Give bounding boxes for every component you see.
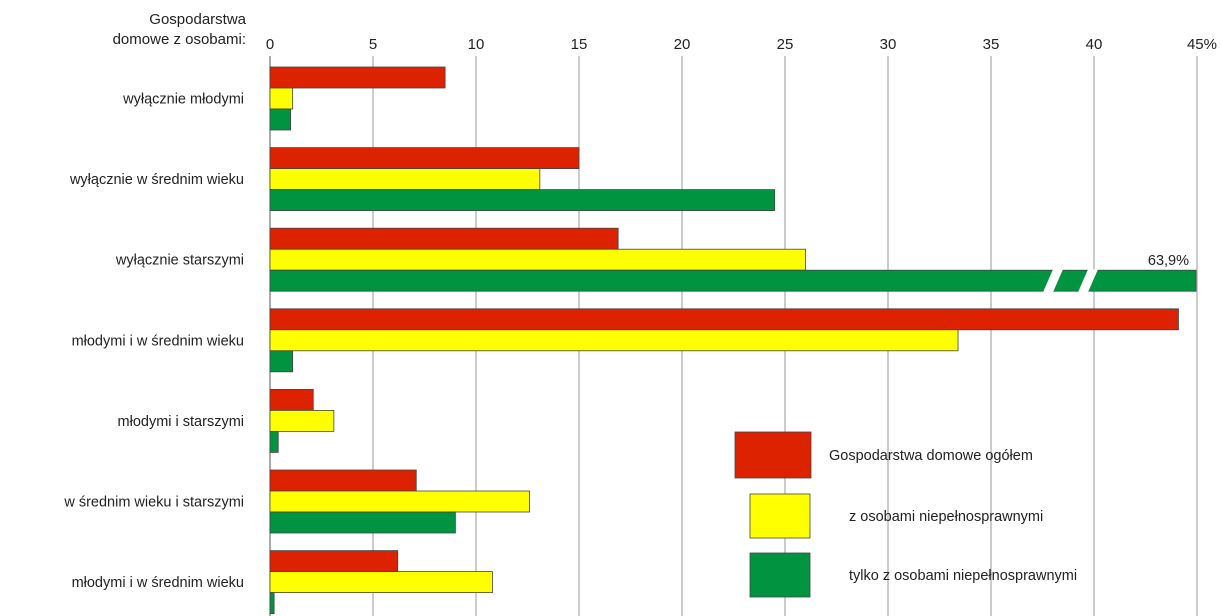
legend-label: tylko z osobami niepełnosprawnymi [849,568,1077,584]
axis-title-line: Gospodarstwa [149,11,246,28]
data-label: 63,9% [1148,253,1189,269]
category-label: młodymi i w średnim wieku [72,333,244,349]
bar [269,66,446,89]
bars [269,66,1197,614]
legend-swatch [734,431,812,479]
axis-title-line: domowe z osobami: [113,31,246,48]
bar [269,409,335,432]
legend-label: z osobami niepełnosprawnymi [849,509,1043,525]
bar [269,87,294,110]
bar [269,248,806,271]
bar-break [1043,269,1063,293]
legend-swatch [749,493,811,539]
bar [269,571,493,593]
category-labels: wyłącznie młodymi wyłącznie w średnim wie… [63,92,244,592]
x-tick-label: 35 [983,36,1000,53]
legend: Gospodarstwa domowe ogółem z osobami niep… [734,431,1077,598]
bar [269,469,417,492]
bar [269,168,541,191]
bar [269,550,399,572]
bar [269,108,292,131]
axis-title: Gospodarstwa domowe z osobami: [113,11,247,48]
bar [269,388,314,411]
x-tick-label: 5 [369,36,377,53]
x-tick-label: 25 [777,36,794,53]
category-label: młodymi i w średnim wieku [72,575,244,591]
x-tick-label: 15 [571,36,588,53]
x-tick-label: 45% [1187,36,1217,53]
category-label: wyłącznie młodymi [122,92,244,108]
category-label: młodymi i starszymi [118,414,244,430]
bar [269,147,580,170]
bar [269,592,275,614]
category-label: wyłącznie w średnim wieku [69,172,244,188]
annotations: 63,9% [1148,253,1189,269]
x-tick-label: 10 [468,36,485,53]
legend-swatch [749,552,811,598]
bar [269,511,456,534]
bar [269,430,279,453]
bar-break [1078,269,1098,293]
bar [269,269,1197,292]
x-tick-labels: 0 5 10 15 20 25 30 35 40 45% [266,36,1217,53]
bar [269,490,530,513]
legend-label: Gospodarstwa domowe ogółem [829,448,1033,464]
category-label: wyłącznie starszymi [115,253,244,269]
x-tick-label: 0 [266,36,274,53]
category-label: w średnim wieku i starszymi [63,495,244,511]
bar [269,189,776,212]
x-tick-label: 20 [674,36,691,53]
bar [269,308,1179,331]
x-tick-label: 40 [1086,36,1103,53]
bar [269,227,619,250]
x-tick-label: 30 [880,36,897,53]
bar [269,350,294,373]
bar [269,329,959,352]
